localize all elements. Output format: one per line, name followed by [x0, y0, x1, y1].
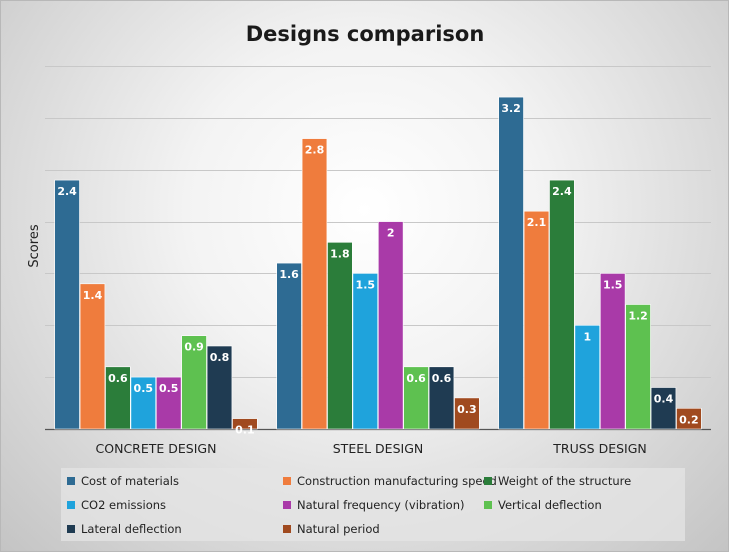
data-label-0-3: 0.5 [134, 382, 154, 395]
legend-label-4: Natural frequency (vibration) [297, 498, 465, 512]
data-label-1-3: 1.5 [356, 278, 376, 291]
bar-0-0 [54, 179, 80, 430]
data-label-0-4: 0.5 [159, 382, 179, 395]
bar-2-1 [523, 210, 550, 430]
data-label-0-0: 2.4 [57, 185, 77, 198]
bar-0-6 [206, 345, 233, 430]
legend-item-6: Lateral deflection [67, 522, 182, 536]
bar-0-4 [156, 376, 182, 430]
legend-swatch-4 [283, 501, 291, 509]
bar-0-5 [181, 335, 207, 430]
data-label-1-7: 0.3 [457, 403, 477, 416]
data-label-2-3: 1 [583, 330, 591, 343]
legend-item-3: CO2 emissions [67, 498, 166, 512]
legend-label-6: Lateral deflection [81, 522, 182, 536]
legend-swatch-2 [484, 477, 492, 485]
bar-2-2 [549, 179, 575, 430]
bar-0-3 [130, 376, 156, 430]
legend-swatch-0 [67, 477, 75, 485]
legend-label-0: Cost of materials [81, 474, 179, 488]
legend-item-4: Natural frequency (vibration) [283, 498, 465, 512]
data-label-0-6: 0.8 [210, 351, 230, 364]
legend: Cost of materials Construction manufactur… [61, 468, 685, 541]
bar-2-7 [676, 407, 702, 430]
legend-label-2: Weight of the structure [498, 474, 632, 488]
category-label-0: CONCRETE DESIGN [96, 441, 217, 456]
legend-label-7: Natural period [297, 522, 380, 536]
data-label-0-5: 0.9 [184, 341, 204, 354]
legend-swatch-5 [484, 501, 492, 509]
data-label-0-2: 0.6 [108, 372, 128, 385]
bar-0-1 [79, 283, 106, 430]
legend-label-1: Construction manufacturing speed [297, 474, 497, 488]
bar-2-0 [498, 96, 524, 430]
legend-swatch-3 [67, 501, 75, 509]
data-label-1-0: 1.6 [279, 268, 299, 281]
chart-title: Designs comparison [246, 22, 485, 46]
bar-2-4 [599, 273, 626, 430]
legend-item-0: Cost of materials [67, 474, 179, 488]
bar-1-3 [352, 273, 378, 430]
legend-item-7: Natural period [283, 522, 380, 536]
bar-2-6 [650, 387, 677, 430]
legend-item-1: Construction manufacturing speed [283, 474, 497, 488]
bar-1-4 [377, 221, 404, 430]
data-label-2-0: 3.2 [501, 102, 521, 115]
bar-2-5 [625, 304, 651, 430]
bar-1-6 [428, 366, 455, 430]
category-label-2: TRUSS DESIGN [552, 441, 647, 456]
legend-item-2: Weight of the structure [484, 474, 631, 488]
category-labels: CONCRETE DESIGN STEEL DESIGN TRUSS DESIGN [96, 441, 647, 456]
bar-2-3 [574, 324, 601, 430]
data-label-2-5: 1.2 [628, 310, 648, 323]
data-label-2-1: 2.1 [527, 216, 547, 229]
bar-1-0 [276, 262, 302, 430]
bar-1-5 [403, 366, 429, 430]
y-axis-label: Scores [27, 224, 42, 267]
data-label-1-5: 0.6 [406, 372, 426, 385]
data-label-0-1: 1.4 [83, 289, 103, 302]
legend-label-3: CO2 emissions [81, 498, 167, 512]
data-label-0-7: 0.1 [235, 424, 255, 437]
legend-item-5: Vertical deflection [484, 498, 602, 512]
bars [54, 96, 702, 430]
data-label-2-6: 0.4 [654, 393, 674, 406]
bar-0-7 [232, 418, 258, 430]
data-labels: 2.4 1.4 0.6 0.5 0.5 0.9 0.8 0.1 1.6 2.8 1.8 1.5 2 0.6… [57, 102, 698, 437]
data-label-2-4: 1.5 [603, 278, 623, 291]
data-label-1-6: 0.6 [432, 372, 452, 385]
data-label-2-2: 2.4 [552, 185, 572, 198]
bar-1-1 [301, 138, 328, 430]
bar-0-2 [105, 366, 131, 430]
legend-swatch-6 [67, 525, 75, 533]
bar-1-2 [327, 242, 353, 430]
data-label-1-1: 2.8 [305, 144, 325, 157]
legend-label-5: Vertical deflection [498, 498, 602, 512]
legend-swatch-7 [283, 525, 291, 533]
data-label-1-2: 1.8 [330, 247, 350, 260]
data-label-1-4: 2 [387, 227, 395, 240]
category-label-1: STEEL DESIGN [333, 441, 424, 456]
bar-1-7 [454, 397, 480, 430]
legend-swatch-1 [283, 477, 291, 485]
data-label-2-7: 0.2 [679, 413, 699, 426]
